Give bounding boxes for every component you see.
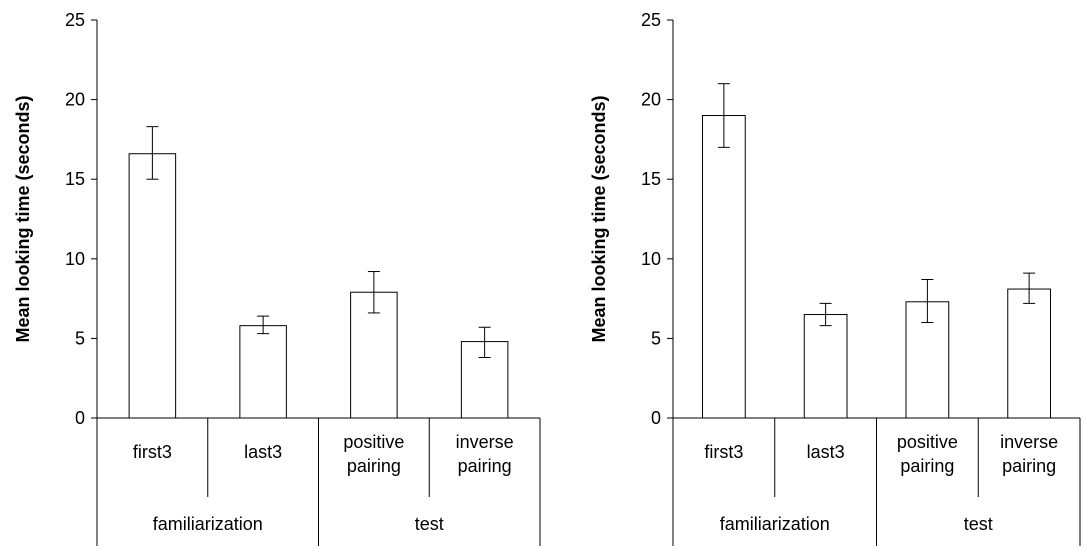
bar-first3 [702, 115, 746, 419]
category-label: positive pairing [897, 432, 958, 476]
y-tick-label: 25 [65, 10, 85, 30]
y-tick-label: 20 [641, 90, 661, 110]
bar-last3 [803, 314, 848, 419]
group-label: test [415, 514, 444, 534]
y-tick-label: 10 [65, 249, 85, 269]
category-label: first3 [133, 442, 172, 462]
y-tick-label: 0 [75, 408, 85, 428]
y-tick-label: 15 [65, 169, 85, 189]
category-label: positive pairing [343, 432, 404, 476]
y-tick-label: 10 [641, 249, 661, 269]
y-tick-label: 5 [75, 328, 85, 348]
y-tick-label: 20 [65, 90, 85, 110]
category-label: last3 [807, 442, 845, 462]
category-label: last3 [244, 442, 282, 462]
group-label: familiarization [153, 514, 263, 534]
chart-panel-left: 0 5 10 15 20 25 Mean looking time (seconds) fir… [13, 10, 541, 546]
y-axis-title: Mean looking time (seconds) [589, 95, 609, 342]
bar-last3 [239, 325, 287, 419]
category-label: inverse pairing [456, 432, 514, 476]
category-label: inverse pairing [1000, 432, 1058, 476]
bar-inverse-pairing [1007, 288, 1051, 419]
category-label: first3 [704, 442, 743, 462]
y-tick-label: 25 [641, 10, 661, 30]
group-label: test [964, 514, 993, 534]
y-axis-title: Mean looking time (seconds) [13, 95, 33, 342]
y-tick-label: 15 [641, 169, 661, 189]
group-label: familiarization [720, 514, 830, 534]
bar-first3 [128, 153, 177, 419]
y-tick-label: 0 [651, 408, 661, 428]
chart-panel-right: 0 5 10 15 20 25 Mean looking time (seconds) fir… [589, 10, 1081, 546]
y-tick-label: 5 [651, 328, 661, 348]
